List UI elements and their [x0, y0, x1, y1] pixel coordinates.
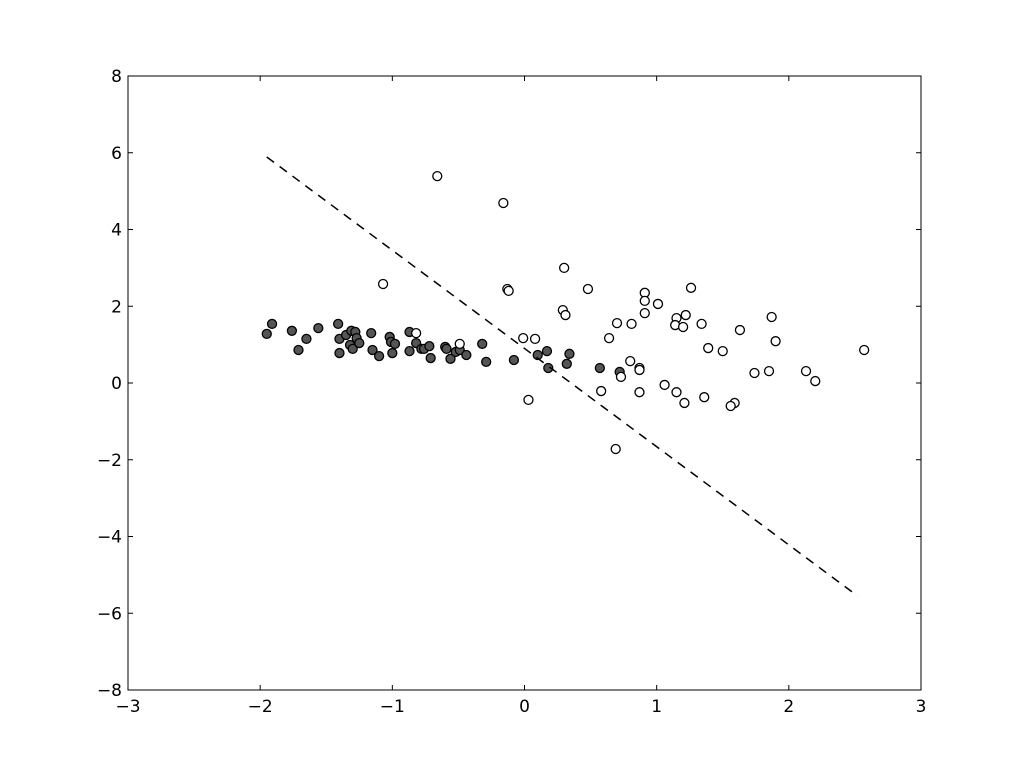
filled-point-24 — [404, 345, 415, 357]
y-tick-label: −4 — [97, 528, 122, 548]
filled-point-32 — [445, 353, 456, 364]
open-point-49 — [610, 443, 621, 455]
filled-point-4 — [301, 333, 312, 345]
open-point-11 — [518, 332, 529, 344]
filled-point-2 — [286, 325, 298, 336]
filled-point-44 — [594, 362, 605, 374]
filled-point-35 — [461, 349, 472, 361]
filled-point-15 — [354, 337, 365, 349]
open-point-24 — [677, 321, 689, 333]
y-tick-label: 8 — [111, 67, 122, 87]
open-point-12 — [529, 333, 541, 345]
y-tick-label: 0 — [111, 374, 122, 394]
decision-boundary-line — [266, 156, 859, 597]
y-tick-label: 6 — [111, 144, 122, 164]
open-point-46 — [763, 365, 775, 377]
open-point-2 — [377, 278, 389, 290]
filled-point-0 — [261, 328, 272, 340]
open-point-47 — [800, 365, 812, 377]
filled-point-22 — [389, 338, 401, 350]
x-tick-label: 2 — [783, 697, 794, 717]
filled-point-18 — [373, 350, 385, 362]
open-point-45 — [749, 367, 760, 379]
open-point-33 — [625, 355, 636, 367]
filled-point-40 — [543, 362, 554, 374]
filled-point-7 — [334, 347, 345, 359]
filled-point-6 — [332, 318, 344, 330]
filled-point-38 — [508, 354, 520, 366]
y-tick-label: −6 — [97, 604, 122, 624]
open-point-16 — [626, 318, 637, 330]
filled-point-17 — [367, 344, 378, 356]
open-point-13 — [523, 394, 534, 406]
x-tick-label: −3 — [115, 697, 140, 717]
y-tick-label: 2 — [111, 297, 122, 317]
open-point-35 — [634, 364, 645, 376]
open-point-7 — [559, 262, 570, 274]
open-point-21 — [685, 282, 697, 293]
x-tick-label: −2 — [248, 697, 273, 717]
open-point-42 — [699, 392, 710, 403]
filled-point-5 — [313, 322, 324, 334]
filled-point-1 — [266, 318, 278, 330]
filled-point-39 — [532, 349, 543, 361]
open-point-38 — [634, 387, 645, 398]
open-point-19 — [639, 308, 650, 319]
open-point-40 — [671, 387, 682, 398]
y-tick-label: −2 — [97, 451, 122, 471]
open-point-36 — [615, 371, 627, 383]
filled-point-37 — [481, 356, 492, 368]
open-point-20 — [652, 298, 664, 310]
filled-point-43 — [564, 348, 575, 359]
open-point-9 — [560, 309, 571, 321]
open-point-25 — [680, 309, 691, 321]
open-point-14 — [603, 332, 615, 344]
open-point-6 — [503, 285, 514, 297]
filled-point-41 — [541, 345, 553, 357]
open-point-3 — [410, 327, 422, 339]
plot-marks — [261, 156, 870, 597]
filled-point-42 — [561, 358, 572, 369]
open-point-39 — [659, 379, 670, 391]
filled-point-31 — [441, 343, 452, 354]
filled-point-12 — [347, 343, 358, 354]
open-point-15 — [611, 317, 623, 329]
x-tick-label: −1 — [380, 697, 405, 717]
open-point-29 — [717, 345, 728, 357]
open-point-18 — [639, 295, 650, 307]
open-point-37 — [596, 385, 607, 397]
open-point-30 — [766, 311, 777, 323]
open-point-28 — [734, 324, 746, 336]
filled-point-36 — [477, 338, 488, 350]
y-tick-label: −8 — [97, 681, 122, 701]
filled-point-3 — [293, 344, 304, 356]
y-tick-label: 4 — [111, 221, 122, 241]
open-point-4 — [454, 338, 465, 350]
open-point-32 — [859, 344, 870, 356]
axis-ticks: −3 −2 −1 0 1 2 3 −8 −6 −4 −2 0 2 4 6 8 — [97, 67, 926, 717]
filled-point-28 — [424, 341, 435, 352]
filled-point-21 — [387, 347, 398, 359]
open-point-1 — [498, 197, 509, 209]
open-point-48 — [810, 375, 821, 387]
x-tick-label: 3 — [916, 697, 927, 717]
x-tick-label: 0 — [519, 697, 530, 717]
filled-point-29 — [425, 352, 436, 364]
x-tick-label: 1 — [651, 697, 662, 717]
filled-point-16 — [366, 327, 377, 339]
open-point-27 — [703, 342, 714, 354]
open-point-44 — [725, 400, 736, 412]
open-point-26 — [696, 318, 707, 330]
open-point-31 — [770, 336, 781, 347]
open-point-0 — [432, 171, 443, 182]
open-point-41 — [679, 397, 690, 409]
open-point-10 — [582, 283, 594, 295]
